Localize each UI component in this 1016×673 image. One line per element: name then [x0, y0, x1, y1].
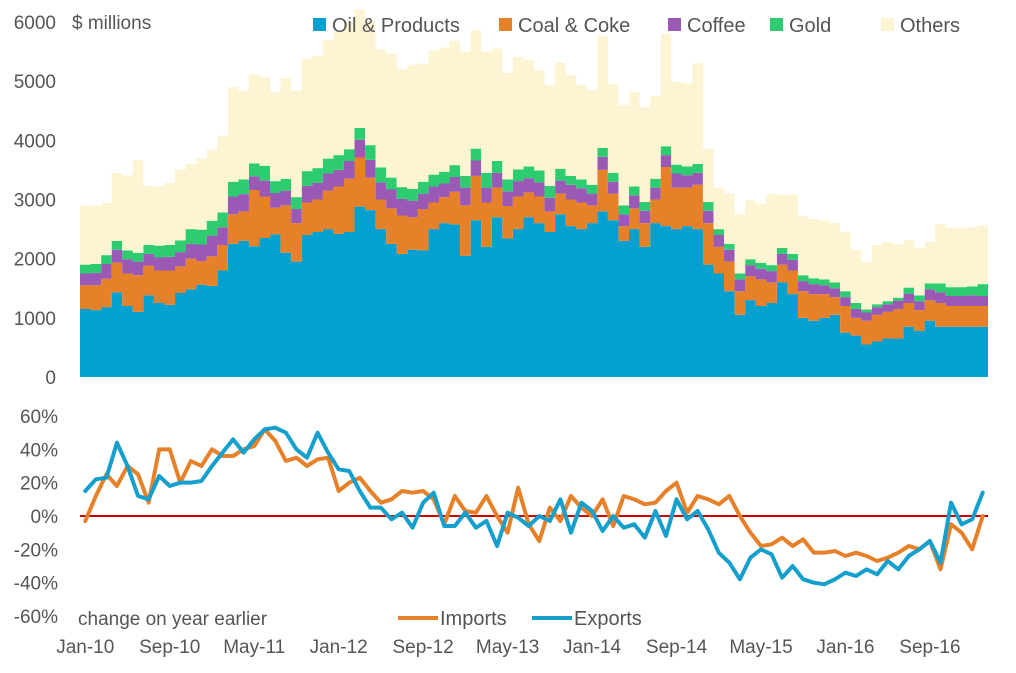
unit-label: $ millions [72, 13, 151, 34]
y-tick-label: 60% [20, 407, 58, 428]
x-tick-label: Jan-10 [56, 637, 114, 658]
line-chart: -60% -40% -20% 0% 20% 40% 60% change on year e… [14, 407, 988, 658]
x-tick-label: May-15 [729, 637, 792, 658]
x-tick-label: Sep-14 [646, 637, 708, 658]
x-tick-label: Sep-12 [392, 637, 453, 658]
y-tick-label: 1000 [14, 309, 56, 330]
x-tick-label: Sep-10 [139, 637, 200, 658]
y-axis-ticks: 0 1000 2000 3000 4000 5000 6000 [14, 13, 56, 389]
legend-swatch-oil-products [313, 18, 326, 31]
x-tick-label: Jan-16 [816, 637, 874, 658]
legend-swatch-coffee [668, 18, 681, 31]
series-lines [83, 425, 985, 587]
legend-swatch-others [881, 18, 894, 31]
area-others [80, 9, 988, 310]
y-tick-label: -20% [14, 540, 58, 561]
line-exports [83, 425, 985, 587]
x-tick-label: May-13 [476, 637, 539, 658]
annotation: change on year earlier [78, 609, 268, 630]
x-axis-ticks: Jan-10 Sep-10 May-11 Jan-12 Sep-12 May-13 Jan-… [56, 637, 960, 658]
legend-label-gold: Gold [789, 15, 831, 37]
y-tick-label: 5000 [14, 72, 56, 93]
x-tick-label: Sep-16 [899, 637, 960, 658]
x-tick-label: Jan-12 [310, 637, 368, 658]
area-coal-coke [80, 157, 988, 345]
y-tick-label: 0 [45, 368, 56, 389]
y-tick-label: 20% [20, 474, 58, 495]
y-tick-label: 40% [20, 440, 58, 461]
area-gold [80, 127, 988, 313]
y-tick-label: 3000 [14, 191, 56, 212]
legend-label-exports: Exports [574, 608, 642, 630]
y-tick-label: 2000 [14, 250, 56, 271]
legend-swatch-gold [770, 18, 783, 31]
legend-label-coffee: Coffee [687, 15, 746, 37]
y-tick-label: 4000 [14, 131, 56, 152]
x-tick-label: May-11 [223, 637, 285, 658]
legend-label-imports: Imports [440, 608, 507, 630]
area-coffee [80, 139, 988, 321]
y-tick-label: 0% [31, 507, 59, 528]
legend-label-others: Others [900, 15, 960, 37]
legend: Oil & Products Coal & Coke Coffee Gold Other… [313, 15, 960, 37]
area-layers [80, 9, 988, 377]
y-tick-label: -40% [14, 574, 58, 595]
legend: Imports Exports [398, 608, 642, 630]
area-oil-products [80, 206, 988, 377]
legend-label-coal-coke: Coal & Coke [518, 15, 630, 37]
y-tick-label: -60% [14, 607, 58, 628]
x-tick-label: Jan-14 [563, 637, 622, 658]
line-imports [83, 427, 985, 572]
y-tick-label: 6000 [14, 13, 56, 34]
stacked-area-chart: 0 1000 2000 3000 4000 5000 6000 $ millions Oil… [14, 9, 988, 389]
y-axis-ticks: -60% -40% -20% 0% 20% 40% 60% [14, 407, 58, 628]
legend-swatch-coal-coke [499, 18, 512, 31]
legend-label-oil-products: Oil & Products [332, 15, 460, 37]
